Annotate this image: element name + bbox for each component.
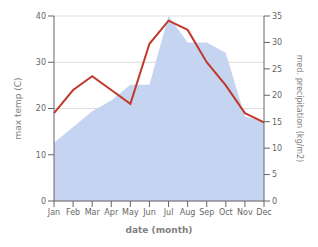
svg-text:Aug: Aug bbox=[180, 208, 196, 217]
svg-text:40: 40 bbox=[36, 12, 46, 21]
svg-text:med. precipitation (kg/m2): med. precipitation (kg/m2) bbox=[295, 55, 304, 162]
svg-text:20: 20 bbox=[36, 104, 46, 113]
svg-text:Oct: Oct bbox=[219, 208, 233, 217]
svg-text:35: 35 bbox=[272, 12, 282, 21]
svg-text:5: 5 bbox=[272, 170, 277, 179]
svg-text:30: 30 bbox=[36, 58, 46, 67]
svg-text:Jul: Jul bbox=[163, 208, 174, 217]
svg-text:10: 10 bbox=[272, 144, 282, 153]
svg-text:10: 10 bbox=[36, 151, 46, 160]
svg-text:Sep: Sep bbox=[199, 208, 214, 217]
svg-text:Apr: Apr bbox=[104, 208, 119, 217]
svg-text:May: May bbox=[122, 208, 139, 217]
svg-text:20: 20 bbox=[272, 91, 282, 100]
svg-text:Jan: Jan bbox=[47, 208, 60, 217]
svg-text:0: 0 bbox=[272, 197, 277, 206]
svg-text:Dec: Dec bbox=[256, 208, 271, 217]
svg-text:25: 25 bbox=[272, 65, 282, 74]
svg-text:date (month): date (month) bbox=[126, 225, 193, 235]
svg-text:Nov: Nov bbox=[237, 208, 253, 217]
svg-text:Jun: Jun bbox=[142, 208, 156, 217]
svg-text:0: 0 bbox=[41, 197, 46, 206]
svg-text:15: 15 bbox=[272, 118, 282, 127]
svg-text:max temp (C): max temp (C) bbox=[13, 77, 23, 139]
svg-text:Mar: Mar bbox=[85, 208, 101, 217]
svg-text:Feb: Feb bbox=[66, 208, 80, 217]
svg-text:30: 30 bbox=[272, 38, 282, 47]
